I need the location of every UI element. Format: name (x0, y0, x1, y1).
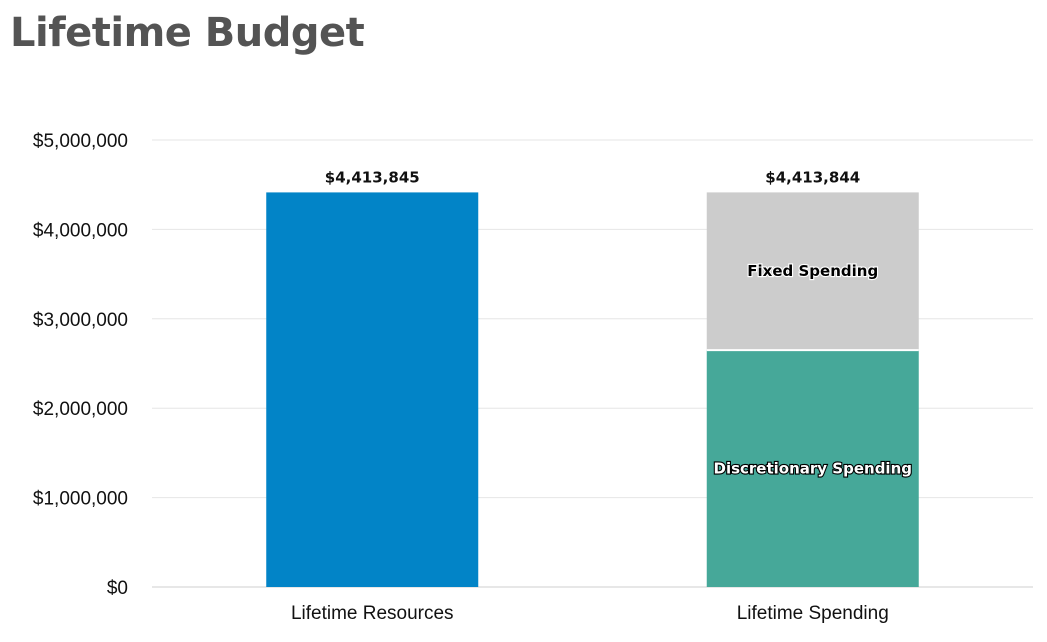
bar-total-label: $4,413,845 (325, 168, 420, 186)
y-tick-label: $4,000,000 (33, 220, 128, 241)
y-tick-label: $2,000,000 (33, 399, 128, 420)
segment-label: Discretionary Spending (714, 460, 913, 478)
y-tick-label: $0 (107, 578, 128, 599)
y-axis-ticks: $0 $1,000,000 $2,000,000 $3,000,000 $4,000,0… (33, 131, 128, 599)
bar-total-label: $4,413,844 (765, 168, 860, 186)
y-tick-label: $5,000,000 (33, 131, 128, 152)
segment-label: Fixed Spending (747, 262, 878, 280)
y-tick-label: $3,000,000 (33, 310, 128, 331)
bars: $4,413,845 Discretionary Spending Fixed Sp… (266, 168, 919, 587)
y-tick-label: $1,000,000 (33, 489, 128, 510)
bar-segment (706, 192, 919, 351)
bar-segment (266, 192, 479, 587)
page-title: Lifetime Budget (10, 10, 365, 56)
x-category-label: Lifetime Resources (291, 603, 454, 624)
x-category-label: Lifetime Spending (737, 603, 889, 624)
bar-segment (706, 350, 919, 587)
x-axis-categories: Lifetime Resources Lifetime Spending (291, 603, 889, 624)
